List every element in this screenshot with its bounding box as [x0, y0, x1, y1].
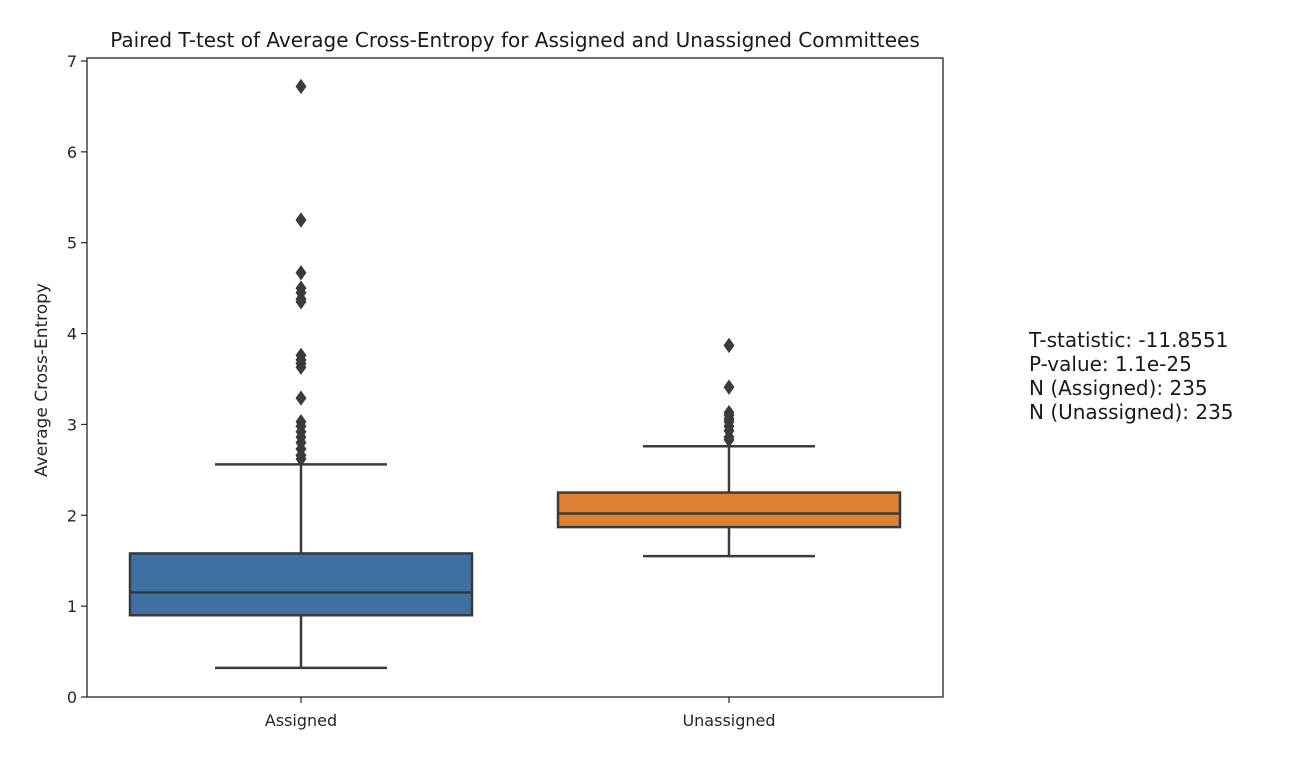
- outlier-point: [295, 265, 307, 281]
- p-value-text: P-value: 1.1e-25: [1029, 352, 1192, 376]
- y-tick-label: 0: [67, 688, 77, 707]
- plot-frame: [86, 57, 944, 698]
- box-assigned: [128, 552, 474, 617]
- plot-area: 0 1 2 3 4 5 6 7 Assigned Unassigned: [67, 52, 902, 730]
- y-tick-label: 7: [67, 52, 77, 71]
- y-tick-label: 1: [67, 597, 77, 616]
- outlier-point: [723, 379, 735, 395]
- outlier-point: [723, 432, 735, 448]
- x-tick-label: Assigned: [265, 711, 337, 730]
- outlier-point: [295, 390, 307, 406]
- outlier-point: [295, 359, 307, 375]
- outlier-point: [295, 212, 307, 228]
- y-tick-label: 2: [67, 506, 77, 525]
- y-tick-label: 5: [67, 234, 77, 253]
- outlier-point: [295, 451, 307, 467]
- y-tick-label: 6: [67, 143, 77, 162]
- chart-title: Paired T-test of Average Cross-Entropy f…: [110, 28, 919, 52]
- x-tick-label: Unassigned: [682, 711, 775, 730]
- outlier-point: [295, 78, 307, 95]
- n-assigned-text: N (Assigned): 235: [1029, 376, 1208, 400]
- box-unassigned: [556, 491, 902, 529]
- y-tick-label: 3: [67, 415, 77, 434]
- outlier-point: [295, 294, 307, 310]
- outlier-point: [723, 337, 735, 354]
- stats-annotation: T-statistic: -11.8551 P-value: 1.1e-25 N…: [1029, 328, 1234, 424]
- y-tick-label: 4: [67, 325, 77, 344]
- t-statistic-text: T-statistic: -11.8551: [1029, 328, 1229, 352]
- n-unassigned-text: N (Unassigned): 235: [1029, 400, 1234, 424]
- y-axis-label: Average Cross-Entropy: [32, 283, 52, 477]
